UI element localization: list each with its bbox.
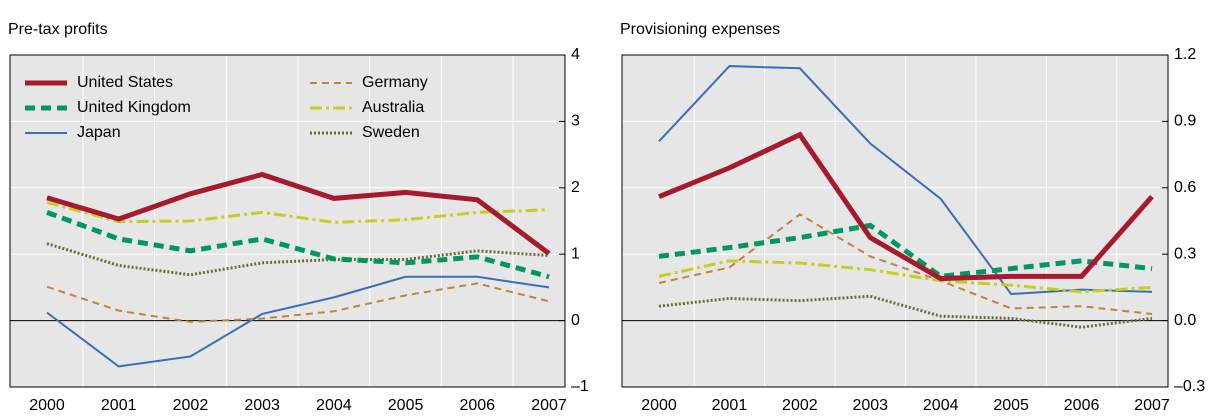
x-tick-label: 2002: [782, 397, 818, 414]
series-line: [46, 200, 550, 224]
series-line: [46, 210, 550, 280]
y-tick-label: –1: [571, 378, 589, 395]
y-tick-label: 0.9: [1174, 113, 1196, 130]
series-line: [658, 294, 1153, 329]
y-tick-label: 0.6: [1174, 179, 1196, 196]
x-tick-label: 2006: [459, 397, 495, 414]
series-line: [658, 259, 1153, 294]
y-tick-label: 0.3: [1174, 245, 1196, 262]
series-line: [658, 131, 1154, 282]
x-tick-label: 2003: [852, 397, 888, 414]
legend-label: Australia: [362, 99, 424, 116]
x-tick-label: 2000: [29, 397, 65, 414]
x-tick-label: 2000: [641, 397, 677, 414]
legend-label: Germany: [362, 74, 428, 91]
plot-border: [621, 54, 1169, 388]
y-tick-label: 1: [571, 245, 580, 262]
legend-label: Japan: [77, 124, 121, 141]
legend-label: Sweden: [362, 124, 420, 141]
y-tick-label: 1.2: [1174, 46, 1196, 63]
x-tick-label: 2005: [993, 397, 1029, 414]
y-tick-label: 0: [571, 312, 580, 329]
plot-area: [10, 55, 565, 387]
x-tick-label: 2006: [1064, 397, 1100, 414]
chart-title: Pre-tax profits: [8, 21, 108, 38]
x-tick-label: 2002: [173, 397, 209, 414]
chart-title: Provisioning expenses: [620, 21, 780, 38]
x-tick-label: 2004: [923, 397, 959, 414]
series-line: [46, 171, 551, 256]
x-tick-label: 2007: [531, 397, 567, 414]
legend-label: United States: [77, 74, 173, 91]
series-line: [46, 282, 550, 323]
plot-area: [622, 55, 1168, 387]
series-line: [658, 222, 1153, 279]
x-tick-label: 2007: [1134, 397, 1170, 414]
y-tick-label: –0.3: [1174, 378, 1205, 395]
y-tick-label: 3: [571, 113, 580, 130]
x-tick-label: 2003: [244, 397, 280, 414]
x-tick-label: 2004: [316, 397, 352, 414]
plot-border: [9, 54, 566, 388]
series-line: [658, 213, 1153, 315]
x-tick-label: 2001: [101, 397, 137, 414]
y-tick-label: 4: [571, 46, 580, 63]
series-line: [46, 275, 550, 368]
legend-label: United Kingdom: [77, 99, 191, 116]
y-tick-label: 2: [571, 179, 580, 196]
x-tick-label: 2001: [712, 397, 748, 414]
x-tick-label: 2005: [388, 397, 424, 414]
y-tick-label: 0.0: [1174, 312, 1196, 329]
